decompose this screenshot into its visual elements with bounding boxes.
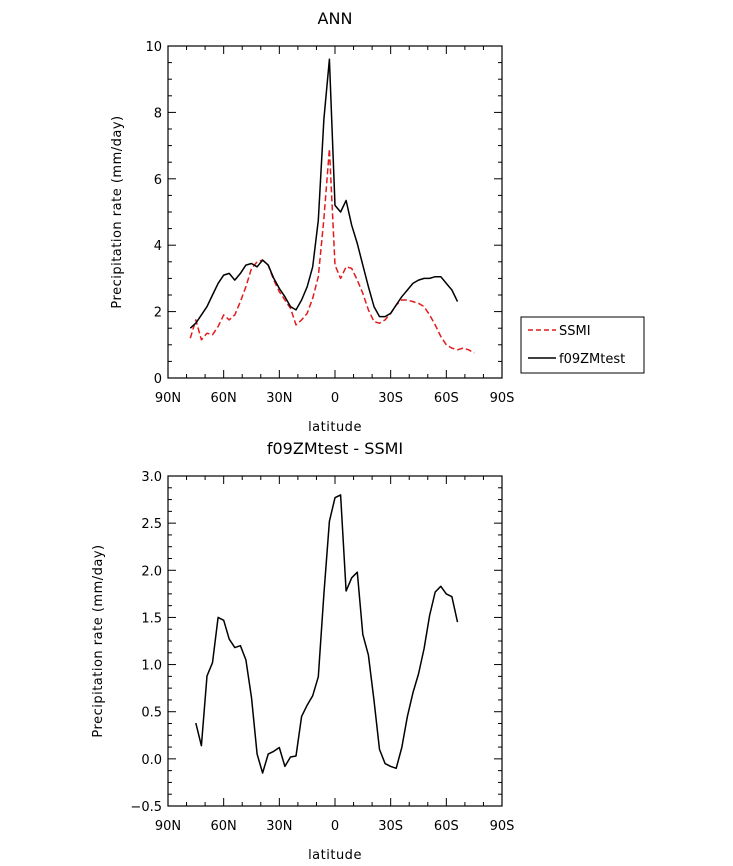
y-tick-label: 1.5 — [141, 611, 162, 626]
y-tick-label: 1.0 — [141, 659, 162, 674]
x-tick-label: 30N — [266, 391, 292, 406]
y-tick-label: 10 — [145, 40, 162, 55]
panel-2-x-axis: 90N 60N 30N 0 30S 60S 90S — [155, 476, 515, 834]
y-tick-label: −0.5 — [130, 800, 162, 815]
panel-2-series — [195, 494, 459, 774]
y-tick-label: 0 — [154, 372, 162, 387]
panel-2-y-axis: −0.5 0.0 0.5 1.0 1.5 2.0 2.5 3.0 — [130, 470, 502, 815]
x-tick-label: 0 — [331, 391, 339, 406]
x-tick-label: 30N — [266, 819, 292, 834]
legend-box — [520, 316, 645, 374]
panel-1-xlabel: latitude — [308, 420, 362, 435]
x-tick-label: 90N — [155, 819, 181, 834]
x-tick-label: 90S — [490, 391, 515, 406]
panel-1-x-axis: 90N 60N 30N 0 30S 60S 90S — [155, 46, 515, 406]
x-tick-label: 0 — [331, 819, 339, 834]
panel-2-xlabel: latitude — [308, 848, 362, 863]
x-tick-label: 90N — [155, 391, 181, 406]
x-tick-label: 60N — [211, 819, 237, 834]
panel-2-ylabel: Precipitation rate (mm/day) — [91, 544, 106, 737]
y-tick-label: 6 — [154, 173, 162, 188]
panel-1-series — [189, 58, 475, 354]
panel-1-y-axis: 0 2 4 6 8 10 — [145, 40, 502, 387]
series-line-ssmi — [189, 148, 475, 354]
legend-label-ssmi: SSMI — [559, 324, 591, 339]
y-tick-label: 4 — [154, 239, 162, 254]
x-tick-label: 60S — [434, 819, 459, 834]
legend-label-f09zmtest: f09ZMtest — [559, 352, 625, 367]
x-tick-label: 60S — [434, 391, 459, 406]
panel-1-ylabel: Precipitation rate (mm/day) — [110, 115, 125, 308]
panel-1-title: ANN — [318, 9, 353, 28]
x-tick-label: 60N — [211, 391, 237, 406]
y-tick-label: 2 — [154, 306, 162, 321]
y-tick-label: 0.0 — [141, 753, 162, 768]
y-tick-label: 8 — [154, 106, 162, 121]
series-line-f09zmtest — [189, 58, 459, 329]
panel-2-plot-frame — [167, 475, 503, 807]
panel-2-title: f09ZMtest - SSMI — [267, 439, 403, 458]
x-tick-label: 90S — [490, 819, 515, 834]
legend: SSMI f09ZMtest — [520, 316, 645, 374]
panel-1-plot-frame — [167, 45, 503, 379]
y-tick-label: 2.0 — [141, 564, 162, 579]
y-tick-label: 0.5 — [141, 706, 162, 721]
y-tick-label: 2.5 — [141, 517, 162, 532]
series-line-diff-0 — [195, 494, 459, 774]
x-tick-label: 30S — [378, 819, 403, 834]
panel-2: f09ZMtest - SSMI −0.5 0.0 0.5 1.0 1.5 2.0 2.5 3… — [91, 439, 514, 863]
y-tick-label: 3.0 — [141, 470, 162, 485]
panel-1: ANN 0 2 4 6 8 10 90N 60N 30N 0 30S 60S 90S Precipit… — [110, 9, 645, 435]
x-tick-label: 30S — [378, 391, 403, 406]
